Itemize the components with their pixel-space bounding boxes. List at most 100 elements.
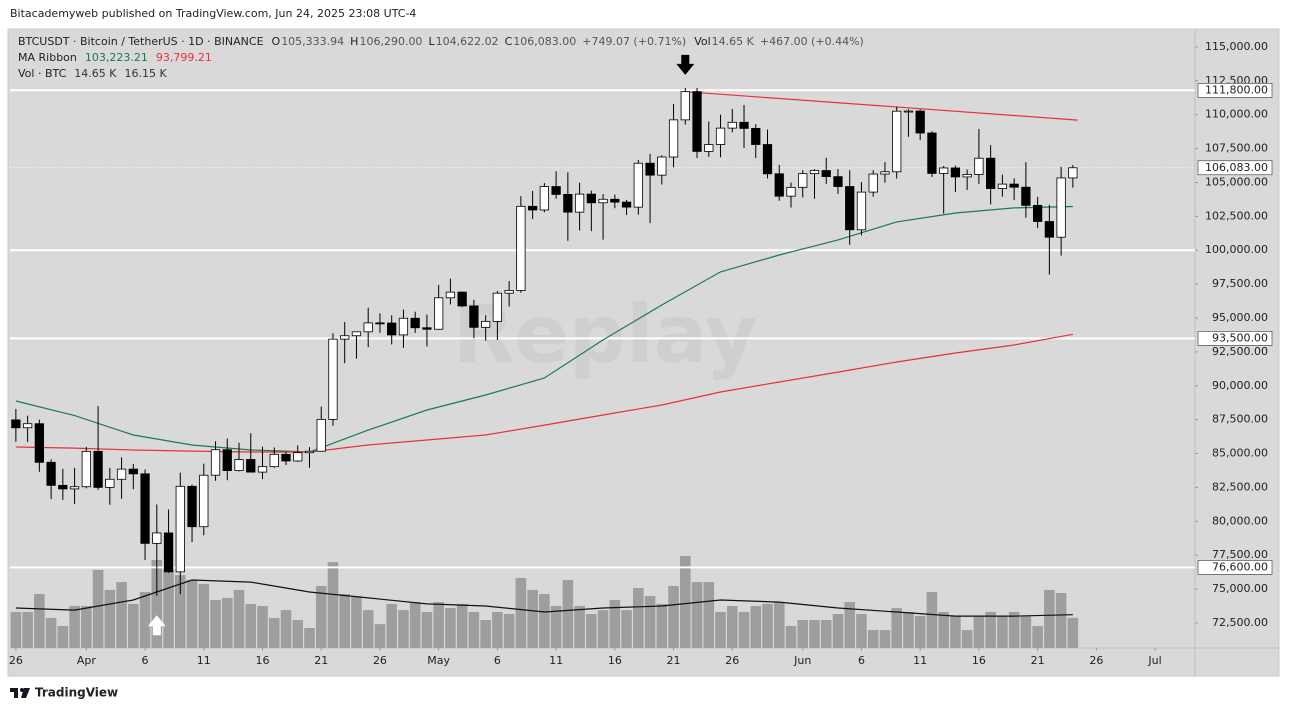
volume-bar <box>997 616 1008 648</box>
price-box <box>1197 160 1273 176</box>
candle-body <box>704 144 714 152</box>
volume-bar <box>1032 625 1043 648</box>
moving-average <box>15 333 1074 453</box>
candle-body <box>340 335 350 340</box>
candle-body <box>11 419 21 429</box>
volume-bar <box>738 611 750 648</box>
candle-body <box>422 327 432 330</box>
volume-bar <box>715 611 726 648</box>
candle-body <box>880 171 890 175</box>
y-tick-label: 107,500.00 <box>1205 142 1268 155</box>
candle-body <box>34 423 44 463</box>
volume-bar <box>315 585 327 648</box>
volume-bar <box>973 616 985 648</box>
volume-bar <box>81 605 92 648</box>
vol-change: +467.00 (+0.44%) <box>760 35 864 48</box>
x-tick-label: 16 <box>972 654 986 667</box>
y-tick-label: 87,500.00 <box>1212 413 1268 426</box>
candle-body <box>939 167 949 174</box>
volume-bar <box>327 562 339 648</box>
level-box <box>1197 560 1273 575</box>
volume-bar <box>1067 617 1079 648</box>
volume-bar <box>633 588 644 648</box>
level-label: 111,800.00 <box>1205 83 1268 96</box>
y-tick-label: 75,000.00 <box>1212 582 1268 595</box>
candle-body <box>574 193 585 213</box>
volume-bar <box>879 630 891 648</box>
candle-body <box>892 110 902 173</box>
candle-body <box>58 484 68 490</box>
volume-bar <box>726 605 738 648</box>
volume-bar <box>938 611 949 648</box>
candle-body <box>257 466 268 473</box>
candle-body <box>715 127 726 145</box>
volume-bar <box>820 619 832 648</box>
trendline <box>685 91 1078 121</box>
x-tick-label: 26 <box>725 654 739 667</box>
candle-body <box>621 201 632 208</box>
volume-bar <box>762 603 773 648</box>
volume-bar <box>233 589 245 648</box>
ohlc-value: 104,622.02 <box>436 35 499 48</box>
candle-body <box>69 486 80 490</box>
y-tick-label: 82,500.00 <box>1212 480 1268 493</box>
candle-body <box>551 186 561 195</box>
level-box <box>1197 83 1273 98</box>
candle-body <box>915 110 925 134</box>
y-tick-label: 80,000.00 <box>1212 514 1268 527</box>
candle-body <box>668 119 679 158</box>
candle-body <box>434 297 444 330</box>
ma-value: 103,223.21 <box>85 51 148 64</box>
candle-body <box>140 473 150 544</box>
tradingview-logo <box>10 688 30 698</box>
candle-body <box>22 423 33 429</box>
volume-bar <box>891 608 902 648</box>
volume-bar <box>844 602 856 648</box>
footer-brand: TradingView <box>35 686 118 700</box>
moving-average <box>15 205 1073 453</box>
volume-bar <box>867 630 879 648</box>
volume-bar <box>175 575 186 648</box>
candle-body <box>868 173 878 193</box>
ohlc-key: C <box>505 35 513 48</box>
candle-body <box>1068 167 1078 179</box>
volume-bar <box>492 611 503 648</box>
candle-body <box>410 317 420 329</box>
volume-bar <box>562 580 574 648</box>
volume-bar <box>644 596 656 648</box>
y-tick-label: 105,000.00 <box>1205 175 1268 188</box>
candle-body <box>128 468 138 475</box>
volume-bar <box>386 603 397 648</box>
published-note: Bitacademyweb published on TradingView.c… <box>10 7 416 20</box>
candle-body <box>563 193 573 213</box>
ohlc-value: 106,290.00 <box>359 35 422 48</box>
candle-body <box>351 331 362 337</box>
volume-bar <box>22 611 33 648</box>
candle-body <box>492 292 503 322</box>
candle-body <box>469 305 479 328</box>
candle-body <box>527 205 538 211</box>
volume-bar <box>480 619 491 648</box>
volume-bar <box>832 614 844 648</box>
volume-bar <box>809 619 820 648</box>
volume-bar <box>198 583 210 648</box>
volume-bar <box>903 611 914 648</box>
volume-bar <box>468 611 480 648</box>
candle-body <box>363 322 373 333</box>
candle-body <box>739 121 749 129</box>
candle-body <box>445 291 456 299</box>
candle-body <box>163 532 174 573</box>
candle-body <box>950 167 961 178</box>
candle-body <box>727 121 737 129</box>
volume-bar <box>128 603 139 648</box>
y-tick-label: 85,000.00 <box>1212 447 1268 460</box>
volume-bar <box>374 624 386 648</box>
candle-body <box>46 461 56 486</box>
volume-bar <box>280 610 292 648</box>
volume-bar <box>785 625 797 648</box>
volume-bar <box>586 614 597 648</box>
volume-bar <box>151 560 163 648</box>
volume-bar <box>1008 611 1020 648</box>
legend-change: +749.07 (+0.71%) <box>582 35 686 48</box>
volume-bar <box>433 602 444 648</box>
